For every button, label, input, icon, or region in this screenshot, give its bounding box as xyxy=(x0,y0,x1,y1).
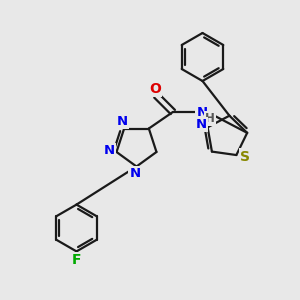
Text: O: O xyxy=(149,82,161,96)
Text: N: N xyxy=(117,116,128,128)
Text: N: N xyxy=(196,106,208,118)
Text: F: F xyxy=(72,253,81,267)
Text: N: N xyxy=(129,167,141,180)
Text: N: N xyxy=(103,144,115,157)
Text: S: S xyxy=(240,149,250,164)
Text: N: N xyxy=(196,118,207,131)
Text: H: H xyxy=(205,112,215,125)
